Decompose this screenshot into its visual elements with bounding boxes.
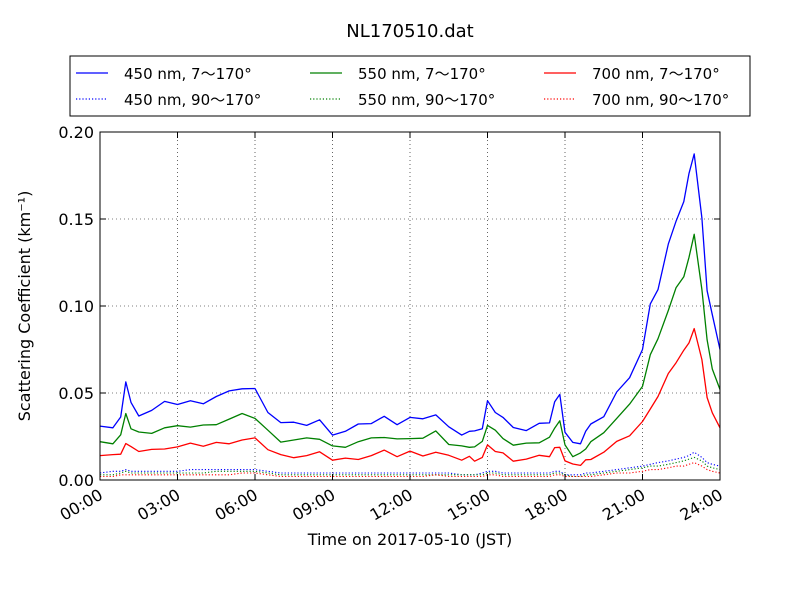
series-line-2	[99, 327, 721, 467]
x-tick-label: 21:00	[599, 485, 648, 525]
legend-label-4: 550 nm, 90～170°	[358, 91, 495, 109]
legend-box	[69, 55, 751, 117]
chart-title: NL170510.dat	[346, 21, 473, 42]
x-tick-label: 15:00	[444, 485, 493, 525]
series-line-0	[99, 153, 721, 445]
legend-label-1: 550 nm, 7～170°	[358, 65, 486, 83]
x-tick-label: 06:00	[212, 485, 261, 525]
x-tick-label: 12:00	[367, 485, 416, 525]
legend: 450 nm, 7～170° 550 nm, 7～170° 700 nm, 7～17…	[69, 55, 751, 117]
y-tick-label: 0.05	[58, 384, 94, 403]
x-axis-label: Time on 2017-05-10 (JST)	[307, 530, 512, 549]
x-tick-label: 09:00	[289, 485, 338, 525]
series-line-1	[99, 233, 721, 458]
x-tick-label: 24:00	[677, 485, 726, 525]
legend-label-0: 450 nm, 7～170°	[124, 65, 252, 83]
plot-lines	[99, 153, 721, 478]
series-line-4	[100, 456, 721, 478]
x-tick-label: 18:00	[522, 485, 571, 525]
legend-label-2: 700 nm, 7～170°	[592, 65, 720, 83]
legend-label-5: 700 nm, 90～170°	[592, 91, 729, 109]
y-tick-label: 0.00	[58, 471, 94, 490]
series-line-3	[99, 451, 721, 476]
legend-label-3: 450 nm, 90～170°	[124, 91, 261, 109]
x-axis: 00:00 03:00 06:00 09:00 12:00 15:00 18:00 21:00…	[57, 132, 726, 525]
y-tick-label: 0.20	[58, 123, 94, 142]
grid	[100, 132, 720, 480]
y-tick-label: 0.10	[58, 297, 94, 316]
x-tick-label: 03:00	[134, 485, 183, 525]
y-tick-label: 0.15	[58, 210, 94, 229]
y-axis-label: Scattering Coefficient (km⁻¹)	[15, 191, 34, 422]
x-tick-label: 00:00	[57, 485, 106, 525]
y-axis: 0.00 0.05 0.10 0.15 0.20	[58, 123, 720, 490]
